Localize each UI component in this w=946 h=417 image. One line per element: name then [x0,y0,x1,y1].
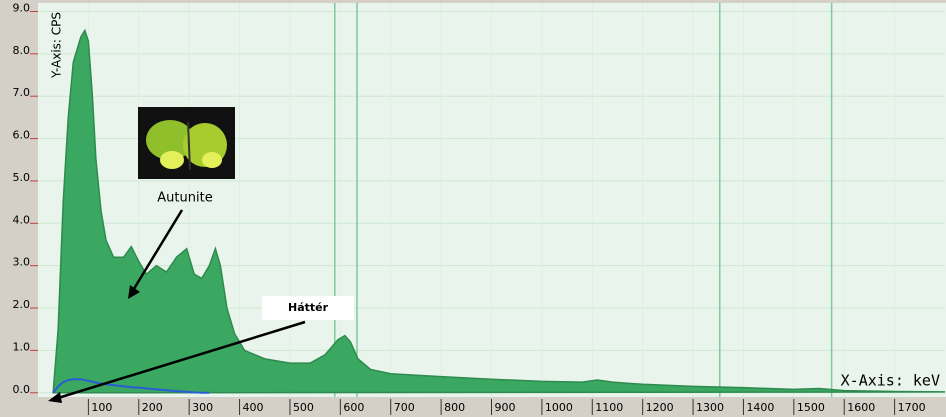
x-tick-label: 300 [192,401,213,414]
x-tick-label: 1600 [847,401,875,414]
y-tick-label: 9.0 [13,1,31,14]
x-tick-label: 600 [343,401,364,414]
mineral-photo [138,107,235,179]
x-tick-label: 100 [91,401,112,414]
y-tick-label: 8.0 [13,44,31,57]
x-tick-label: 1100 [595,401,623,414]
chart: Autunite Háttér Y-Axis: CPS X-Axis: keV … [0,0,946,417]
x-tick-label: 700 [394,401,415,414]
y-tick-label: 2.0 [13,298,31,311]
x-tick-label: 1000 [545,401,573,414]
y-tick-label: 6.0 [13,129,31,142]
x-tick-label: 200 [142,401,163,414]
x-axis-label: X-Axis: keV [841,372,940,390]
y-tick-label: 3.0 [13,256,31,269]
x-tick-label: 1500 [797,401,825,414]
y-tick-label: 0.0 [13,383,31,396]
x-tick-label: 800 [444,401,465,414]
x-tick-label: 1700 [898,401,926,414]
y-tick-label: 4.0 [13,213,31,226]
y-axis-label: Y-Axis: CPS [50,12,64,79]
y-tick-label: 1.0 [13,340,31,353]
x-tick-label: 900 [495,401,516,414]
x-tick-label: 500 [293,401,314,414]
x-tick-label: 1300 [696,401,724,414]
x-tick-label: 1400 [746,401,774,414]
y-tick-label: 5.0 [13,171,31,184]
annotation: Autunite [157,191,212,206]
x-tick-label: 1200 [646,401,674,414]
y-tick-label: 7.0 [13,86,31,99]
x-tick-label: 400 [243,401,264,414]
annotation: Háttér [288,301,329,314]
